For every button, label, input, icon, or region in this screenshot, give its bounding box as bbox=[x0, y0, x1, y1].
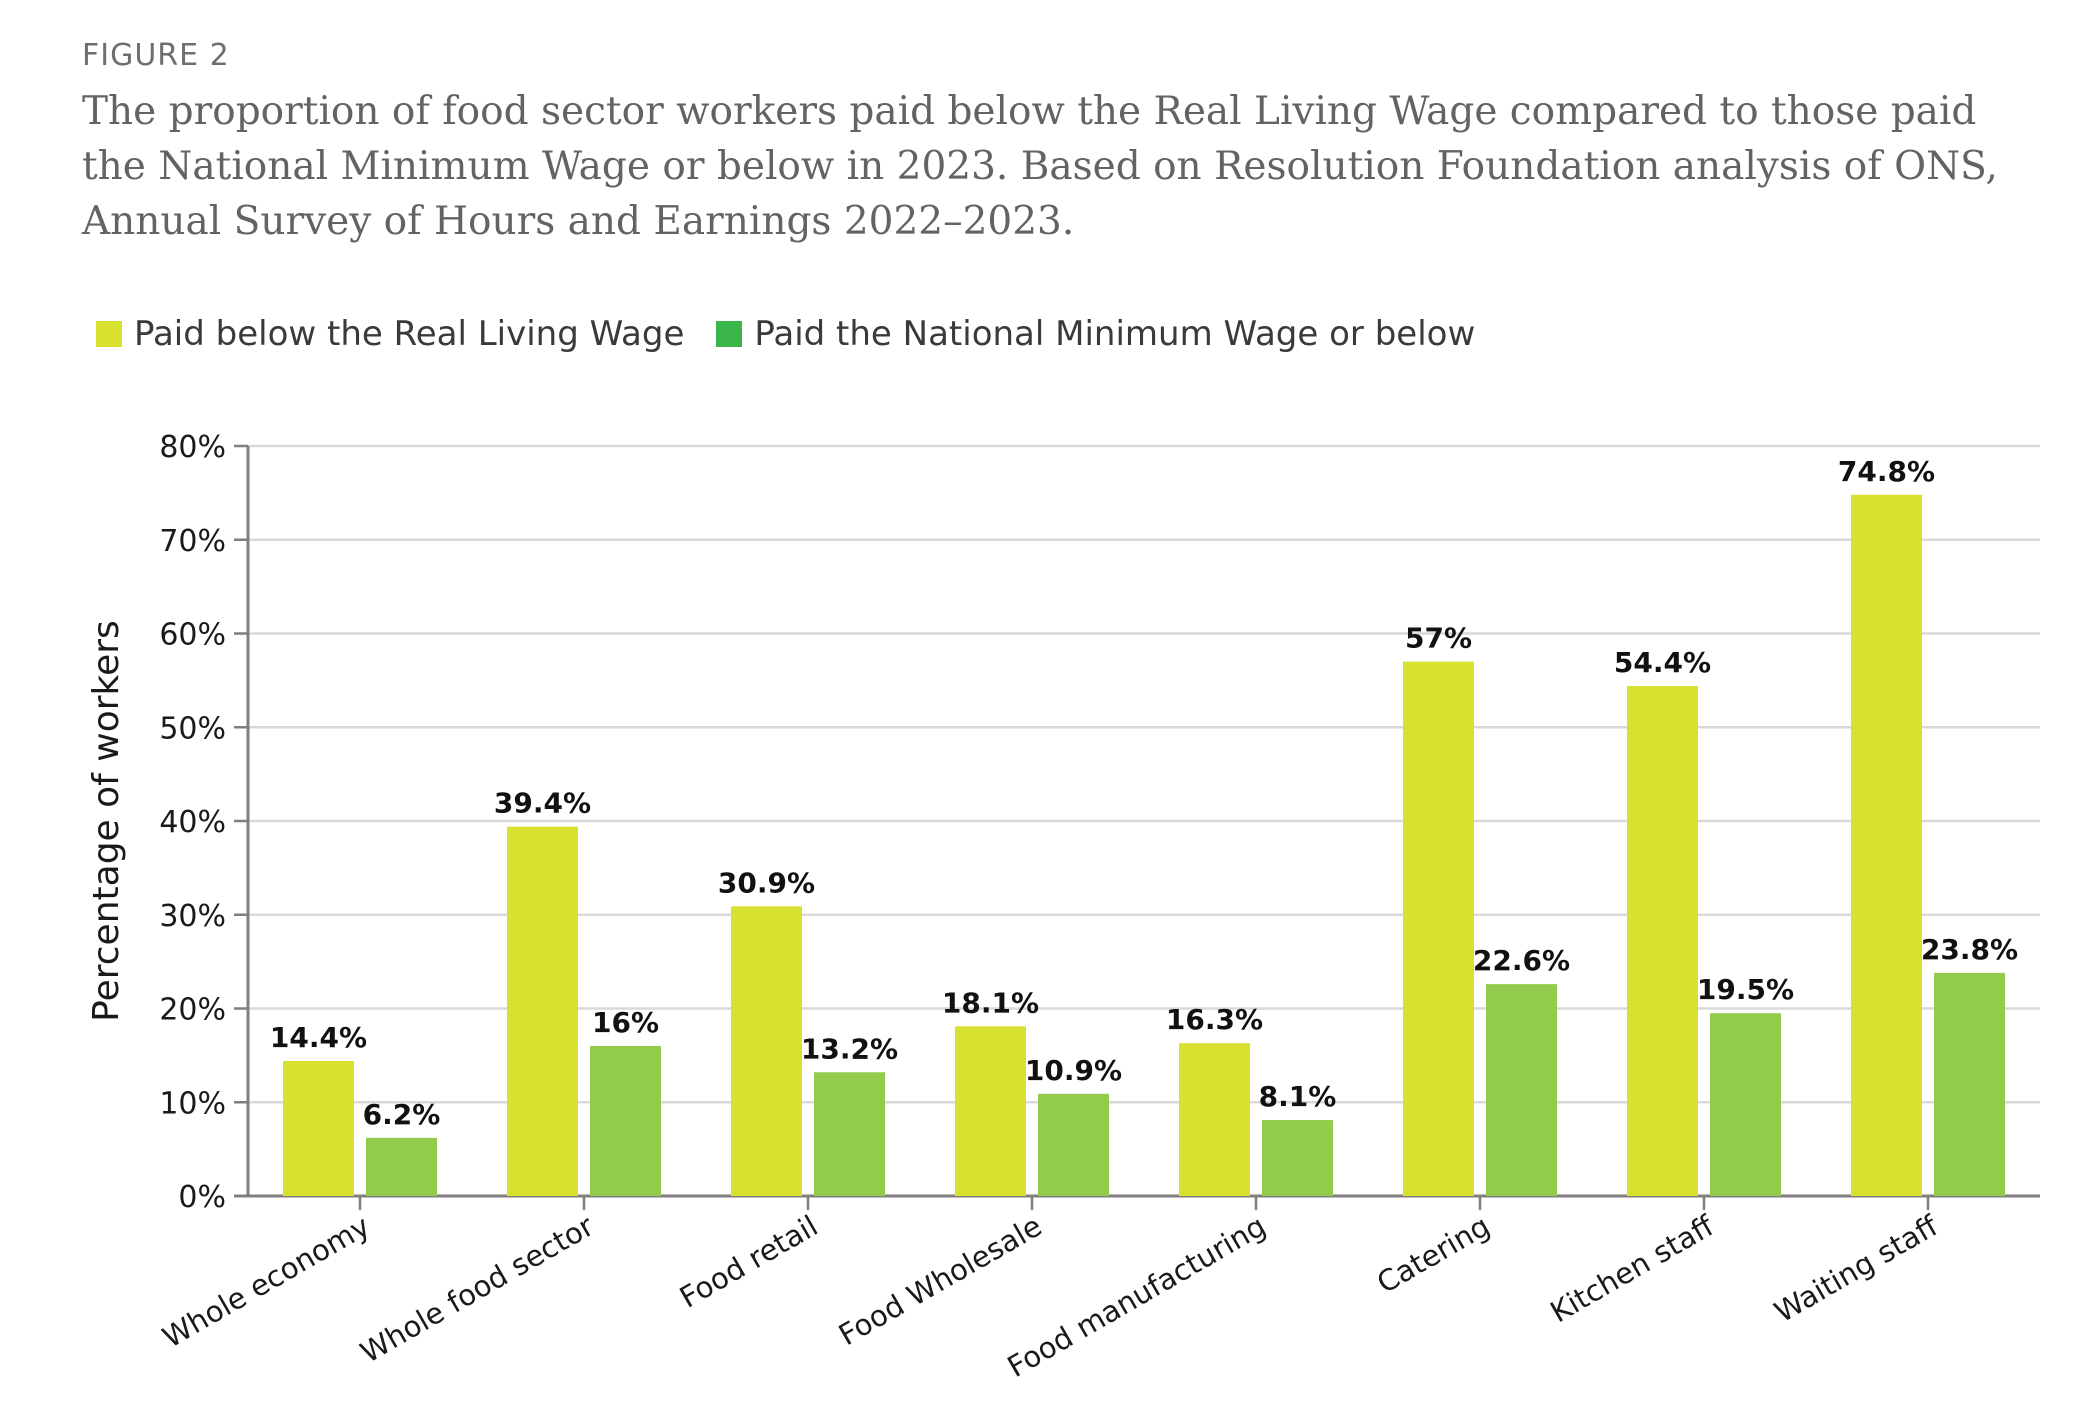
bar-kitchen-staff-series-1 bbox=[1627, 686, 1698, 1196]
legend-swatch-national-minimum-wage bbox=[716, 321, 743, 347]
data-label-kitchen-staff-series-1: 54.4% bbox=[1614, 646, 1711, 679]
data-label-food-wholesale-series-2: 10.9% bbox=[1025, 1054, 1122, 1087]
data-label-waiting-staff-series-2: 23.8% bbox=[1921, 933, 2018, 966]
bar-catering-series-1 bbox=[1403, 661, 1474, 1196]
data-label-food-manufacturing-series-1: 16.3% bbox=[1166, 1003, 1263, 1036]
figure-label: FIGURE 2 bbox=[82, 38, 230, 73]
bar-food-retail-series-1 bbox=[731, 906, 802, 1196]
data-label-food-manufacturing-series-2: 8.1% bbox=[1259, 1080, 1337, 1113]
category-label-food-wholesale: Food Wholesale bbox=[833, 1209, 1048, 1353]
y-tick-label: 0% bbox=[178, 1180, 226, 1215]
category-label-whole-food-sector: Whole food sector bbox=[355, 1209, 600, 1370]
y-tick-label: 20% bbox=[159, 993, 226, 1028]
data-label-whole-food-sector-series-2: 16% bbox=[592, 1006, 659, 1039]
chart-title: The proportion of food sector workers pa… bbox=[82, 89, 1998, 244]
y-tick-label: 40% bbox=[159, 805, 226, 840]
y-axis-label: Percentage of workers bbox=[86, 620, 127, 1022]
data-label-kitchen-staff-series-2: 19.5% bbox=[1697, 973, 1794, 1006]
y-tick-label: 10% bbox=[159, 1086, 226, 1121]
legend-item-real-living-wage: Paid below the Real Living Wage bbox=[96, 314, 684, 354]
bar-waiting-staff-series-2 bbox=[1934, 972, 2005, 1196]
data-label-catering-series-2: 22.6% bbox=[1473, 944, 1570, 977]
bar-kitchen-staff-series-2 bbox=[1710, 1013, 1781, 1196]
data-label-whole-economy-series-1: 14.4% bbox=[270, 1021, 367, 1054]
y-tick-label: 70% bbox=[159, 524, 226, 559]
y-tick-label: 30% bbox=[159, 899, 226, 934]
legend-label-real-living-wage: Paid below the Real Living Wage bbox=[134, 314, 685, 354]
legend-item-national-minimum-wage: Paid the National Minimum Wage or below bbox=[716, 314, 1475, 354]
category-label-whole-economy: Whole economy bbox=[157, 1209, 376, 1355]
data-label-food-retail-series-2: 13.2% bbox=[801, 1032, 898, 1065]
legend-label-national-minimum-wage: Paid the National Minimum Wage or below bbox=[754, 314, 1476, 354]
y-tick-label: 80% bbox=[159, 430, 226, 465]
bar-whole-food-sector-series-2 bbox=[590, 1046, 661, 1196]
data-label-waiting-staff-series-1: 74.8% bbox=[1838, 455, 1935, 488]
category-label-food-retail: Food retail bbox=[674, 1209, 824, 1315]
bar-food-retail-series-2 bbox=[814, 1072, 885, 1196]
y-tick-label: 60% bbox=[159, 618, 226, 653]
category-label-waiting-staff: Waiting staff bbox=[1769, 1208, 1945, 1329]
bar-waiting-staff-series-1 bbox=[1851, 494, 1922, 1196]
category-label-kitchen-staff: Kitchen staff bbox=[1544, 1208, 1720, 1329]
legend-swatch-real-living-wage bbox=[96, 321, 122, 347]
bar-whole-food-sector-series-1 bbox=[507, 826, 578, 1196]
category-label-catering: Catering bbox=[1371, 1209, 1495, 1300]
data-label-food-retail-series-1: 30.9% bbox=[718, 866, 815, 899]
y-tick-label: 50% bbox=[159, 711, 226, 746]
bar-food-wholesale-series-1 bbox=[955, 1026, 1026, 1196]
chart-legend: Paid below the Real Living Wage Paid the… bbox=[96, 314, 1507, 354]
data-label-whole-food-sector-series-1: 39.4% bbox=[494, 787, 591, 820]
bar-catering-series-2 bbox=[1486, 984, 1557, 1196]
bar-whole-economy-series-1 bbox=[283, 1061, 354, 1196]
bar-food-wholesale-series-2 bbox=[1038, 1093, 1109, 1196]
data-label-whole-economy-series-2: 6.2% bbox=[363, 1098, 441, 1131]
data-label-food-wholesale-series-1: 18.1% bbox=[942, 986, 1039, 1019]
bar-food-manufacturing-series-1 bbox=[1179, 1043, 1250, 1196]
data-label-catering-series-1: 57% bbox=[1405, 622, 1472, 655]
bar-whole-economy-series-2 bbox=[366, 1137, 437, 1196]
bar-food-manufacturing-series-2 bbox=[1262, 1120, 1333, 1196]
